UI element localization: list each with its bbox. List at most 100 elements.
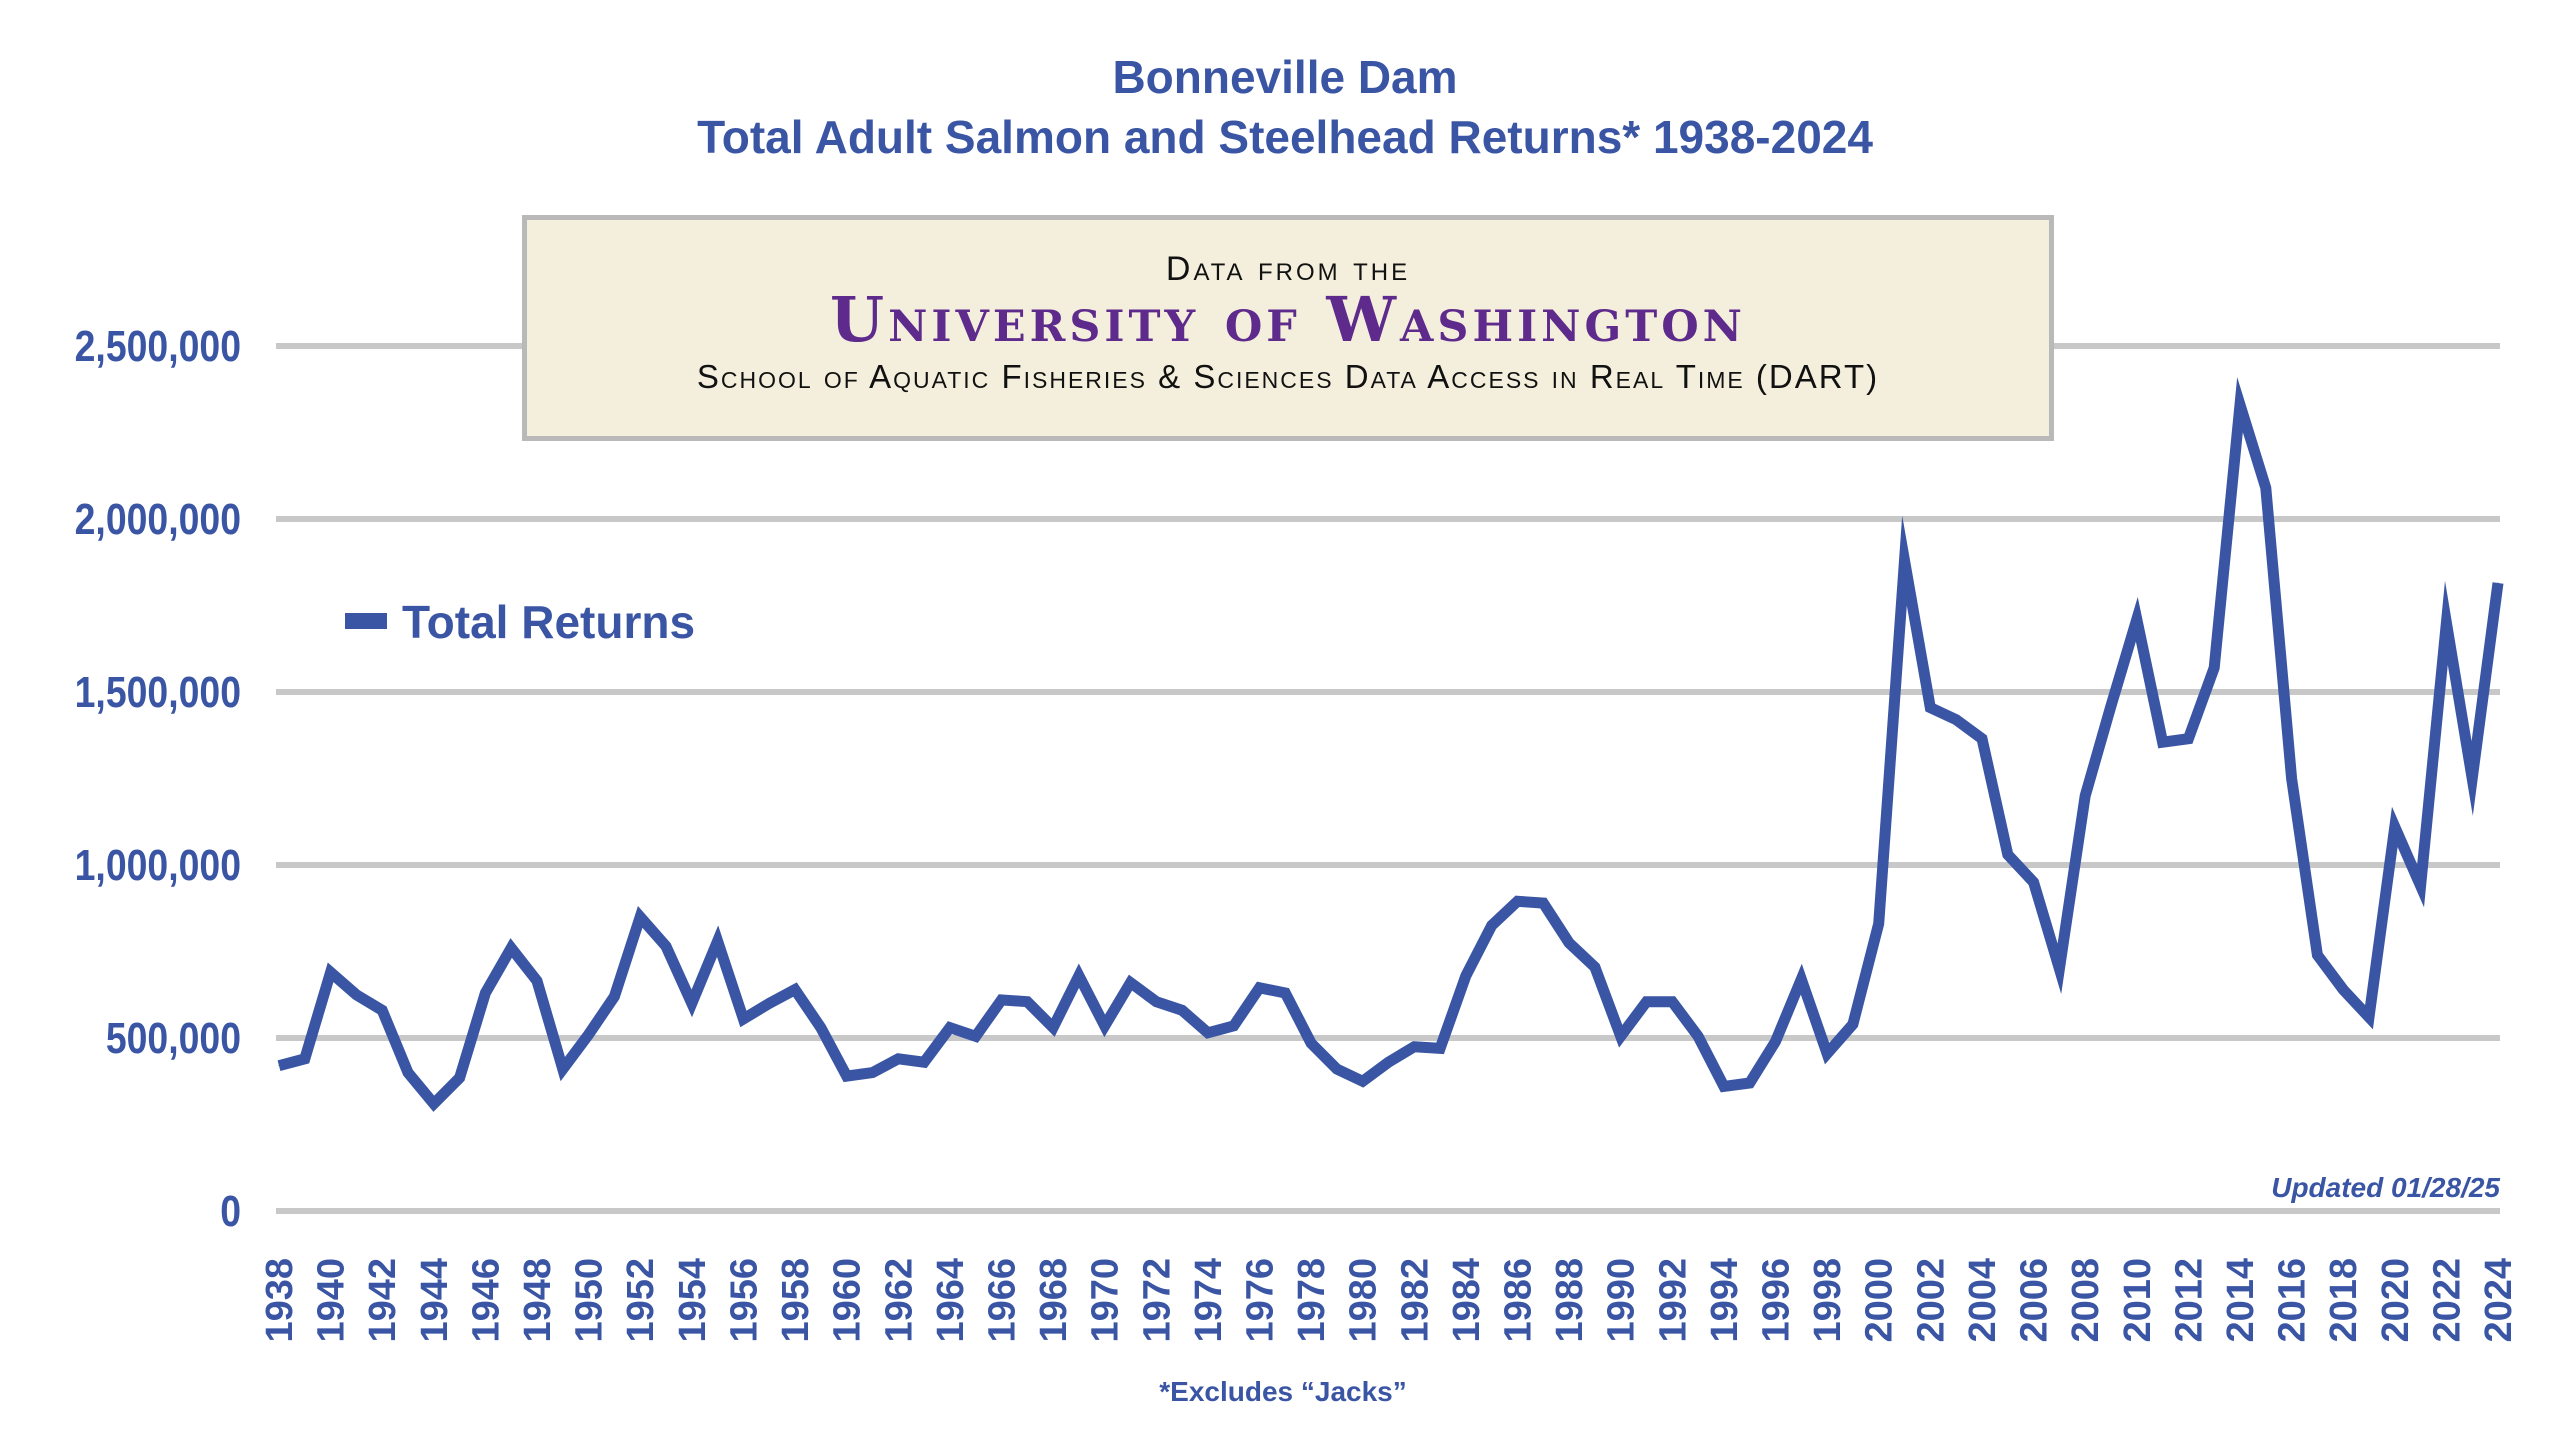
x-tick-label: 1996 [1756,1258,1798,1343]
data-point [2420,885,2422,887]
data-point [1671,1001,1673,1003]
data-point [1568,942,1570,944]
x-tick-label: 1994 [1704,1258,1746,1343]
x-tick-label: 1980 [1343,1258,1385,1343]
data-point [1775,1040,1777,1042]
x-tick-label: 2022 [2426,1258,2468,1343]
data-point [1517,900,1519,902]
x-tick-label: 1986 [1498,1258,1540,1343]
x-tick-label: 1988 [1549,1258,1591,1343]
data-point [1078,975,1080,977]
data-point [820,1027,822,1029]
data-point [1233,1025,1235,1027]
data-point [1929,707,1931,709]
data-point [1362,1080,1364,1082]
x-tick-label: 1948 [517,1258,559,1343]
x-tick-label: 1962 [878,1258,920,1343]
x-tick-label: 1944 [414,1258,456,1343]
x-tick-label: 1952 [620,1258,662,1343]
data-point [2136,618,2138,620]
data-point [1981,738,1983,740]
data-point [2187,738,2189,740]
data-point [2213,667,2215,669]
data-point [923,1061,925,1063]
source-line-1: Data from the [1165,250,1411,288]
data-point [1000,999,1002,1001]
data-point [794,989,796,991]
data-point [330,971,332,973]
data-point [639,916,641,918]
data-point [2265,487,2267,489]
data-point [1336,1068,1338,1070]
data-point [949,1027,951,1029]
data-point [717,940,719,942]
data-point [459,1077,461,1079]
data-point [536,980,538,982]
legend-label: Total Returns [402,596,695,648]
data-point [2291,778,2293,779]
y-tick-label: 2,500,000 [75,321,241,371]
data-point [381,1009,383,1011]
x-tick-label: 2014 [2220,1258,2262,1343]
data-point [1104,1025,1106,1027]
data-point [2394,826,2396,828]
x-tick-label: 1976 [1239,1258,1281,1343]
x-tick-label: 1940 [311,1258,353,1343]
x-tick-label: 1958 [775,1258,817,1343]
data-point [975,1035,977,1037]
x-tick-label: 1978 [1291,1258,1333,1343]
data-point [2162,741,2164,743]
data-point [2084,795,2086,797]
data-point [1181,1009,1183,1011]
source-box: Data from the University of Washington S… [522,215,2054,441]
data-point [1852,1023,1854,1025]
data-point [510,947,512,949]
data-point [1310,1042,1312,1044]
y-tick-label: 1,000,000 [75,840,241,890]
data-point [2368,1016,2370,1018]
data-point [613,995,615,997]
data-point [433,1103,435,1105]
x-tick-label: 2010 [2117,1258,2159,1343]
x-tick-label: 1966 [981,1258,1023,1343]
data-point [1646,1001,1648,1003]
data-point [2007,854,2009,856]
data-point [1439,1047,1441,1049]
x-tick-label: 1998 [1807,1258,1849,1343]
data-point [1207,1032,1209,1034]
chart-title: Bonneville Dam [1112,51,1458,103]
series-line-total-returns [277,377,2504,1112]
y-tick-label: 1,500,000 [75,667,241,717]
data-point [1258,987,1260,989]
data-point [1749,1082,1751,1084]
data-point [1388,1061,1389,1063]
legend-swatch [345,613,387,629]
data-point [846,1075,848,1077]
data-point [2316,954,2318,956]
data-point [1155,1001,1157,1003]
x-tick-label: 1946 [465,1258,507,1343]
data-point [1826,1053,1828,1055]
x-tick-label: 2008 [2065,1258,2107,1343]
data-point [742,1018,744,1020]
data-point [2239,404,2241,406]
data-point [1465,975,1467,977]
data-point [484,992,486,994]
x-tick-label: 2016 [2272,1258,2314,1343]
x-tick-label: 1956 [723,1258,765,1343]
data-point [2445,622,2447,624]
data-point [1026,1001,1028,1003]
x-tick-label: 2020 [2375,1258,2417,1343]
data-point [1955,719,1957,721]
source-line-2: University of Washington [830,283,1746,356]
updated-note: Updated 01/28/25 [2271,1172,2500,1203]
x-tick-label: 1990 [1601,1258,1643,1343]
data-point [1594,966,1596,968]
x-tick-label: 1972 [1136,1258,1178,1343]
x-tick-label: 2002 [1910,1258,1952,1343]
data-point [1413,1046,1415,1048]
data-point [2110,705,2112,707]
x-tick-label: 1964 [930,1258,972,1343]
data-point [1800,978,1802,980]
